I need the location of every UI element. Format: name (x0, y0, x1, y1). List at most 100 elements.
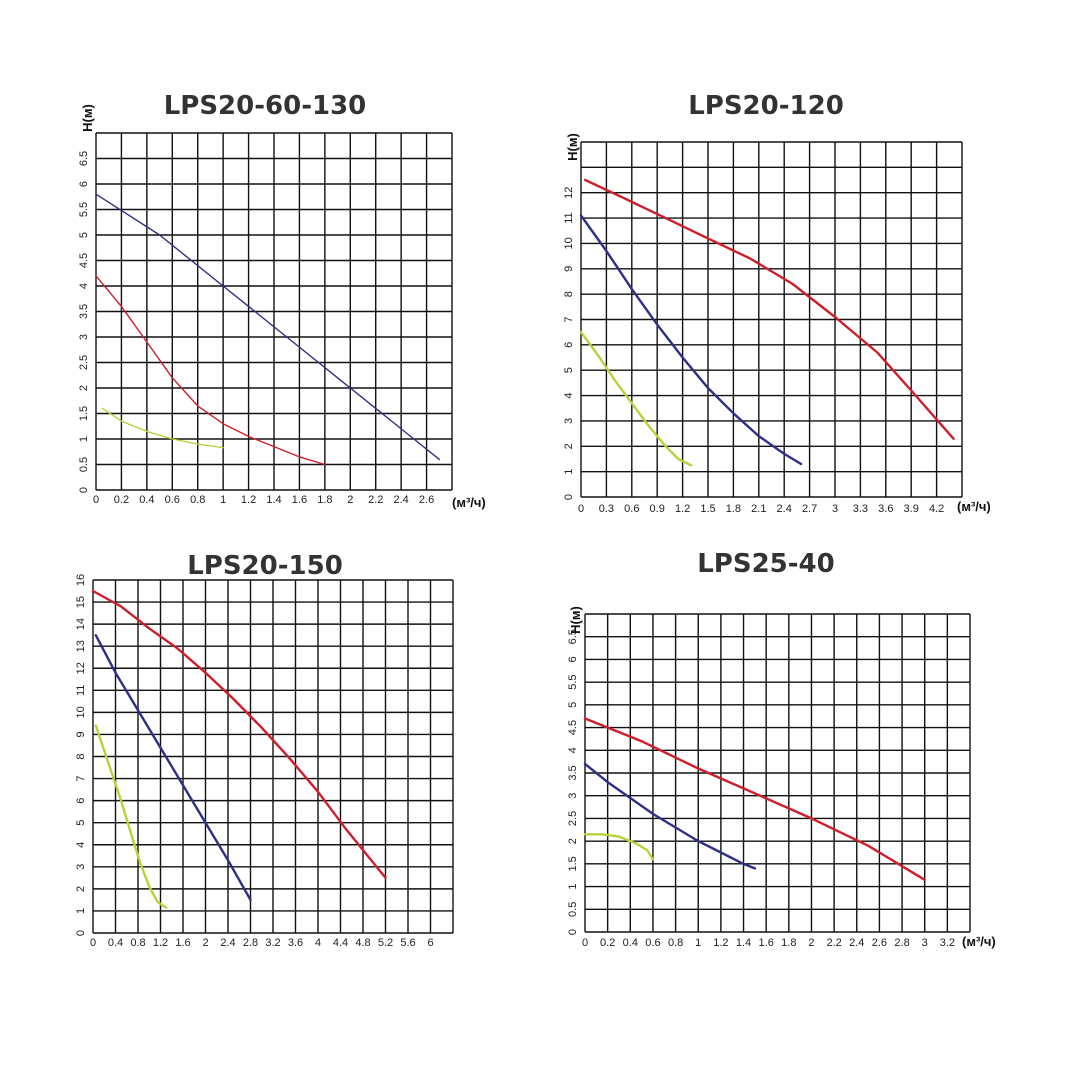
y-axis-label: H(м) (568, 606, 583, 634)
y-tick-label: 7 (563, 316, 575, 322)
y-tick-label: 9 (75, 731, 87, 737)
x-tick-label: 4.2 (929, 503, 944, 515)
x-tick-label: 3.2 (265, 937, 280, 949)
y-tick-label: 11 (75, 685, 87, 696)
x-tick-label: 4.4 (333, 937, 348, 949)
series-line-1 (583, 717, 926, 881)
x-tick-label: 2.1 (751, 503, 766, 515)
x-tick-label: 3.3 (853, 503, 868, 515)
chart-panel-4: LPS25-40 0 0.2 0.4 0.6 0.8 1 1.2 1.4 1.6 1.8 2 2.2 2.… (567, 549, 996, 949)
chart-panel-1: LPS20-60-130 0 0.2 0.4 0.6 0.8 1 1.2 1.4 1.6 1.8 2 2… (78, 91, 486, 510)
y-tick-label: 6 (563, 342, 575, 348)
y-tick-label: 1.5 (78, 406, 90, 421)
y-tick-label: 3 (78, 334, 90, 340)
y-tick-label: 5 (563, 367, 575, 373)
y-tick-label: 3 (563, 418, 575, 424)
x-tick-label: 1.2 (241, 494, 256, 506)
series-line-1 (95, 193, 440, 461)
y-tick-label: 2 (78, 385, 90, 391)
x-tick-label: 2 (347, 494, 353, 506)
y-tick-label: 2.5 (567, 811, 579, 826)
series-line-1 (91, 589, 387, 879)
y-tick-label: 5.5 (78, 202, 90, 217)
y-tick-label: 0.5 (567, 902, 579, 917)
x-tick-label: 0.8 (130, 937, 145, 949)
chart-title: LPS25-40 (697, 549, 835, 579)
x-tick-label: 3.6 (878, 503, 893, 515)
grid (95, 132, 453, 491)
x-tick-label: 4.8 (355, 937, 370, 949)
y-tick-label: 5 (75, 820, 87, 826)
x-tick-label: 1.8 (317, 494, 332, 506)
y-tick-label: 1.5 (567, 856, 579, 871)
y-tick-label: 0.5 (78, 457, 90, 472)
y-axis-label: H(м) (565, 133, 580, 161)
x-tick-label: 2.4 (393, 494, 408, 506)
y-tick-label: 10 (563, 237, 575, 249)
y-tick-label: 6.5 (567, 629, 579, 644)
y-tick-label: 6.5 (78, 151, 90, 166)
y-tick-label: 0 (563, 494, 575, 500)
x-axis-unit-label: (м³/ч) (957, 499, 991, 514)
x-tick-label: 5.2 (378, 937, 393, 949)
y-tick-label: 4.5 (78, 253, 90, 268)
y-tick-label: 5 (78, 232, 90, 238)
x-tick-label: 1.6 (292, 494, 307, 506)
x-tick-label: 0.8 (190, 494, 205, 506)
x-tick-label: 1.6 (175, 937, 190, 949)
x-tick-label: 1.8 (726, 503, 741, 515)
x-tick-label: 2.4 (220, 937, 235, 949)
grid (580, 141, 963, 498)
x-tick-label: 3.6 (288, 937, 303, 949)
y-tick-label: 2 (75, 886, 87, 892)
series-line-3 (94, 724, 168, 909)
grid (584, 613, 971, 933)
x-tick-label: 3 (832, 503, 838, 515)
series-line-2 (579, 214, 803, 466)
y-tick-label: 8 (75, 753, 87, 759)
y-tick-label: 0 (78, 487, 90, 493)
y-tick-label: 15 (75, 596, 87, 608)
x-tick-label: 2.4 (849, 937, 864, 949)
series-line-3 (101, 407, 224, 449)
y-tick-label: 5 (567, 702, 579, 708)
x-tick-label: 0.2 (600, 937, 615, 949)
y-tick-label: 13 (75, 640, 87, 652)
series-line-2 (95, 275, 326, 466)
x-tick-label: 1.5 (700, 503, 715, 515)
x-tick-label: 2.8 (243, 937, 258, 949)
x-tick-label: 0 (93, 494, 99, 506)
y-tick-label: 4 (75, 842, 87, 848)
x-tick-label: 0.8 (668, 937, 683, 949)
y-tick-label: 5.5 (567, 674, 579, 689)
y-tick-label: 1 (78, 436, 90, 442)
y-tick-label: 4 (78, 283, 90, 289)
y-tick-label: 2.5 (78, 355, 90, 370)
series-line-3 (579, 331, 693, 467)
x-tick-label: 3.2 (940, 937, 955, 949)
x-tick-label: 2.2 (826, 937, 841, 949)
x-tick-label: 2 (808, 937, 814, 949)
y-tick-label: 4.5 (567, 720, 579, 735)
y-tick-label: 9 (563, 266, 575, 272)
y-tick-label: 7 (75, 776, 87, 782)
y-tick-label: 4 (563, 393, 575, 399)
y-tick-label: 1 (75, 908, 87, 914)
x-axis-unit-label: (м³/ч) (452, 495, 486, 510)
y-tick-label: 11 (563, 212, 575, 223)
y-tick-label: 8 (563, 291, 575, 297)
x-tick-label: 1.8 (781, 937, 796, 949)
x-tick-label: 1.6 (759, 937, 774, 949)
series-line-1 (584, 178, 955, 440)
y-tick-label: 6 (567, 656, 579, 662)
x-tick-label: 1 (695, 937, 701, 949)
x-tick-label: 1.2 (675, 503, 690, 515)
y-tick-label: 14 (75, 618, 87, 630)
x-tick-label: 0.6 (624, 503, 639, 515)
y-tick-label: 10 (75, 706, 87, 718)
chart-panel-3: LPS20-150 0 0.4 0.8 1.2 1.6 2 2.4 2.8 3.2 3.6 4 4.4 4… (75, 551, 454, 949)
x-tick-label: 0 (90, 937, 96, 949)
y-tick-label: 2 (563, 443, 575, 449)
grid (92, 579, 454, 934)
